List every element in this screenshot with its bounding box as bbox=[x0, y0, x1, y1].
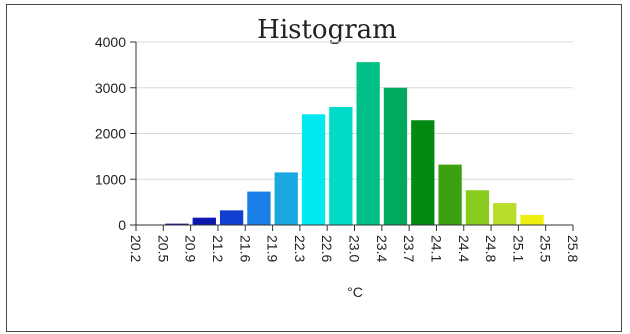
histogram-bar bbox=[192, 217, 216, 225]
y-tick-label: 1000 bbox=[95, 171, 126, 187]
axes-layer bbox=[130, 41, 574, 231]
x-tick-label: 21.2 bbox=[210, 235, 226, 262]
x-tick-label: 20.5 bbox=[155, 235, 171, 262]
chart-title: Histogram bbox=[257, 15, 397, 45]
bars-layer bbox=[165, 62, 544, 225]
x-tick-label: 20.9 bbox=[183, 235, 199, 262]
x-tick-label: 25.1 bbox=[510, 235, 526, 262]
histogram-bar bbox=[329, 106, 353, 225]
histogram-bar bbox=[493, 203, 517, 225]
x-tick-label: 21.6 bbox=[237, 235, 253, 262]
x-tick-label: 22.6 bbox=[319, 235, 335, 262]
histogram-bar bbox=[165, 223, 189, 225]
y-tick-label: 2000 bbox=[95, 126, 126, 142]
x-tick-label: 24.1 bbox=[428, 235, 444, 262]
histogram-bar bbox=[274, 172, 298, 225]
histogram-bar bbox=[356, 62, 380, 225]
ticks-layer: 0 1000 2000 3000 4000 20.2 20.5 20.9 21.2 21.6 21.… bbox=[95, 34, 581, 262]
histogram-bar bbox=[520, 214, 544, 225]
x-tick-label: 22.3 bbox=[292, 235, 308, 262]
histogram-bar bbox=[383, 87, 408, 225]
histogram-bar bbox=[301, 114, 326, 225]
x-tick-label: 21.9 bbox=[265, 235, 281, 262]
x-tick-label: 24.4 bbox=[456, 235, 472, 262]
x-tick-label: 24.8 bbox=[483, 235, 499, 262]
grid-layer bbox=[136, 41, 573, 180]
histogram-bar bbox=[247, 191, 271, 225]
y-tick-label: 4000 bbox=[95, 34, 126, 50]
chart-frame: Histogram 0 1000 2000 3000 4000 20.2 20.5 20.9 2… bbox=[6, 4, 622, 332]
histogram-bar bbox=[465, 190, 490, 225]
x-tick-label: 23.7 bbox=[401, 235, 417, 262]
x-tick-label: 25.5 bbox=[538, 235, 554, 262]
x-tick-label: 23.0 bbox=[347, 235, 363, 262]
y-tick-label: 0 bbox=[118, 217, 126, 233]
histogram-chart: Histogram 0 1000 2000 3000 4000 20.2 20.5 20.9 2… bbox=[95, 15, 581, 300]
histogram-bar bbox=[219, 210, 244, 225]
x-tick-label: 20.2 bbox=[128, 235, 144, 262]
x-tick-label: 25.8 bbox=[565, 235, 581, 262]
x-axis-unit-label: °C bbox=[347, 284, 363, 300]
x-tick-label: 23.4 bbox=[374, 235, 390, 262]
y-tick-label: 3000 bbox=[95, 80, 126, 96]
histogram-bar bbox=[411, 120, 435, 225]
histogram-bar bbox=[438, 164, 462, 225]
